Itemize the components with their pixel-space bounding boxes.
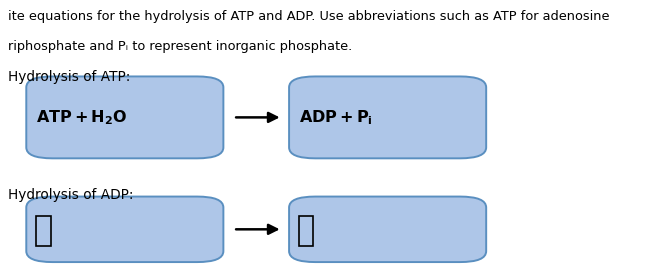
Text: $\mathbf{ADP + P_i}$: $\mathbf{ADP + P_i}$ — [299, 108, 373, 127]
FancyBboxPatch shape — [26, 76, 223, 158]
Text: $\mathbf{ATP + H_2O}$: $\mathbf{ATP + H_2O}$ — [36, 108, 127, 127]
Text: riphosphate and Pᵢ to represent inorganic phosphate.: riphosphate and Pᵢ to represent inorgani… — [8, 40, 352, 53]
Text: Hydrolysis of ADP:: Hydrolysis of ADP: — [8, 188, 133, 202]
FancyBboxPatch shape — [289, 76, 486, 158]
Text: ite equations for the hydrolysis of ATP and ADP. Use abbreviations such as ATP f: ite equations for the hydrolysis of ATP … — [8, 10, 610, 23]
Bar — [36, 216, 51, 246]
FancyBboxPatch shape — [26, 197, 223, 262]
Text: Hydrolysis of ATP:: Hydrolysis of ATP: — [8, 70, 130, 84]
Bar — [299, 216, 313, 246]
FancyBboxPatch shape — [289, 197, 486, 262]
